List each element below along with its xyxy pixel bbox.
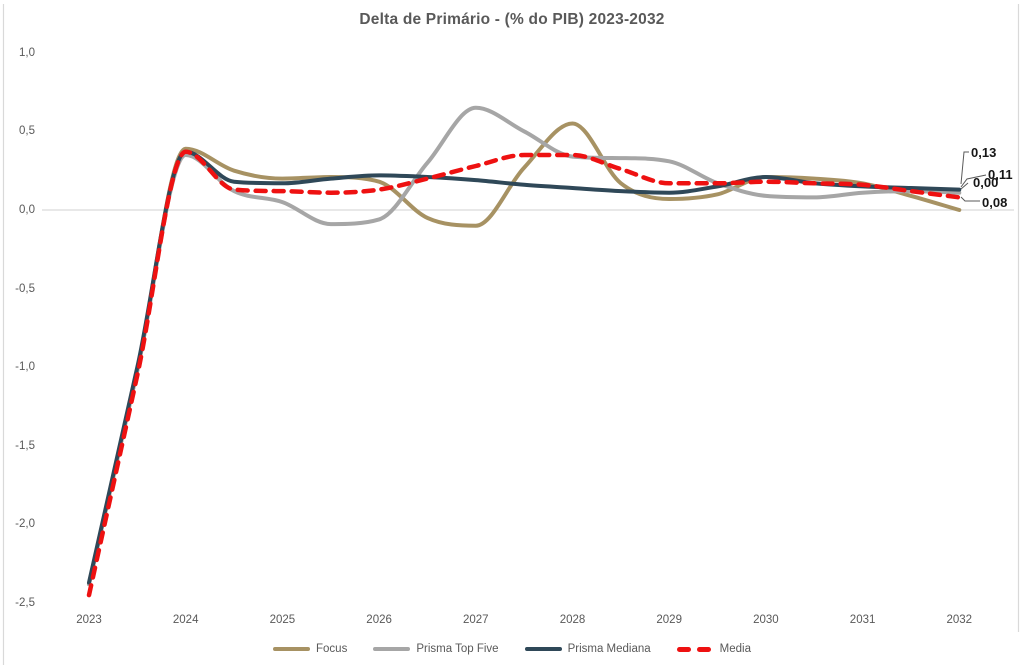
series-line-media (86, 149, 962, 598)
series-line-prisma-mediana (87, 149, 962, 585)
x-tick-label: 2025 (269, 614, 296, 626)
legend-label-prisma-top-five: Prisma Top Five (416, 643, 499, 655)
legend-label-media: Media (719, 643, 751, 655)
data-label-prisma-mediana: 0,13 (971, 145, 997, 160)
y-tick-label: -2,5 (15, 597, 35, 609)
chart-title: Delta de Primário - (% do PIB) 2023-2032 (359, 11, 665, 28)
x-tick-label: 2023 (76, 614, 102, 626)
x-tick-label: 2024 (172, 614, 199, 626)
legend-swatch-prisma-mediana (524, 646, 562, 652)
y-tick-label: -2,0 (15, 518, 35, 531)
data-label-prisma-top-five: 0,11 (988, 167, 1013, 182)
x-tick-label: 2026 (366, 614, 392, 626)
leader-line-media (960, 196, 980, 202)
y-tick-label: -0,5 (15, 282, 35, 295)
legend-label-focus: Focus (316, 643, 348, 655)
data-label-focus: 0,00 (973, 175, 999, 190)
x-tick-label: 2027 (463, 614, 489, 626)
data-label-media: 0,08 (982, 195, 1008, 210)
y-tick-label: 0,0 (19, 204, 35, 216)
y-tick-label: -1,5 (15, 439, 35, 452)
legend-label-prisma-mediana: Prisma Mediana (567, 643, 651, 655)
y-tick-label: -1,0 (15, 361, 35, 374)
x-tick-label: 2028 (559, 614, 586, 626)
legend-swatch-media (676, 646, 714, 652)
legend: Focus Prisma Top Five Prisma Mediana Media (0, 639, 1024, 659)
leader-line-prisma-top-five (960, 174, 987, 188)
legend-swatch-focus (273, 646, 310, 652)
leader-line-focus (960, 182, 969, 190)
y-tick-label: 1,0 (19, 46, 35, 59)
x-tick-label: 2032 (946, 614, 973, 626)
legend-item-prisma-mediana: Prisma Mediana (524, 642, 651, 656)
legend-item-prisma-top-five: Prisma Top Five (373, 642, 499, 656)
x-tick-label: 2029 (656, 614, 682, 626)
leader-line-prisma-mediana (960, 151, 969, 185)
series-line-focus (87, 121, 962, 587)
y-tick-label: 0,5 (19, 125, 35, 138)
legend-item-media: Media (676, 642, 751, 656)
x-tick-label: 2031 (849, 614, 876, 626)
x-tick-label: 2030 (753, 614, 779, 626)
legend-item-focus: Focus (273, 642, 347, 656)
legend-swatch-prisma-top-five (373, 646, 411, 652)
